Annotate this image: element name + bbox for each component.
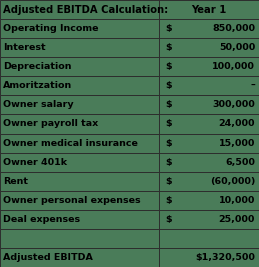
Text: $: $ — [166, 43, 172, 52]
Text: $: $ — [166, 158, 172, 167]
Bar — [0, 152, 259, 172]
Text: $: $ — [166, 139, 172, 148]
Bar — [0, 38, 259, 57]
Text: Owner payroll tax: Owner payroll tax — [3, 119, 98, 128]
Text: Rent: Rent — [3, 177, 28, 186]
Text: 850,000: 850,000 — [212, 24, 255, 33]
Text: $: $ — [166, 177, 172, 186]
Text: $: $ — [166, 119, 172, 128]
Text: 24,000: 24,000 — [219, 119, 255, 128]
Text: Owner personal expenses: Owner personal expenses — [3, 196, 141, 205]
Bar — [0, 191, 259, 210]
Text: Depreciation: Depreciation — [3, 62, 71, 71]
Text: Owner medical insurance: Owner medical insurance — [3, 139, 138, 148]
Text: Interest: Interest — [3, 43, 46, 52]
Text: $: $ — [166, 81, 172, 90]
Text: 300,000: 300,000 — [212, 100, 255, 109]
Bar — [0, 172, 259, 191]
Text: Deal expenses: Deal expenses — [3, 215, 80, 224]
Text: 25,000: 25,000 — [219, 215, 255, 224]
Bar — [0, 76, 259, 95]
Bar — [0, 57, 259, 76]
Text: $: $ — [166, 24, 172, 33]
Text: Amoritzation: Amoritzation — [3, 81, 72, 90]
Text: Adjusted EBITDA Calculation:: Adjusted EBITDA Calculation: — [3, 5, 168, 14]
Bar — [0, 95, 259, 115]
Text: 6,500: 6,500 — [225, 158, 255, 167]
Text: Owner salary: Owner salary — [3, 100, 74, 109]
Text: Operating Income: Operating Income — [3, 24, 99, 33]
Text: Owner 401k: Owner 401k — [3, 158, 67, 167]
Text: $: $ — [166, 100, 172, 109]
Text: 100,000: 100,000 — [212, 62, 255, 71]
Bar — [0, 210, 259, 229]
Text: Adjusted EBITDA: Adjusted EBITDA — [3, 253, 93, 262]
Bar — [0, 134, 259, 152]
Text: (60,000): (60,000) — [210, 177, 255, 186]
Text: 15,000: 15,000 — [219, 139, 255, 148]
Text: –: – — [250, 81, 255, 90]
Bar — [0, 229, 259, 248]
Bar — [0, 248, 259, 267]
Text: $: $ — [166, 215, 172, 224]
Text: Year 1: Year 1 — [191, 5, 227, 14]
Text: $: $ — [166, 196, 172, 205]
Text: 10,000: 10,000 — [219, 196, 255, 205]
Bar — [0, 0, 259, 19]
Bar — [0, 19, 259, 38]
Text: $: $ — [166, 62, 172, 71]
Text: $1,320,500: $1,320,500 — [195, 253, 255, 262]
Bar — [0, 115, 259, 134]
Text: 50,000: 50,000 — [219, 43, 255, 52]
